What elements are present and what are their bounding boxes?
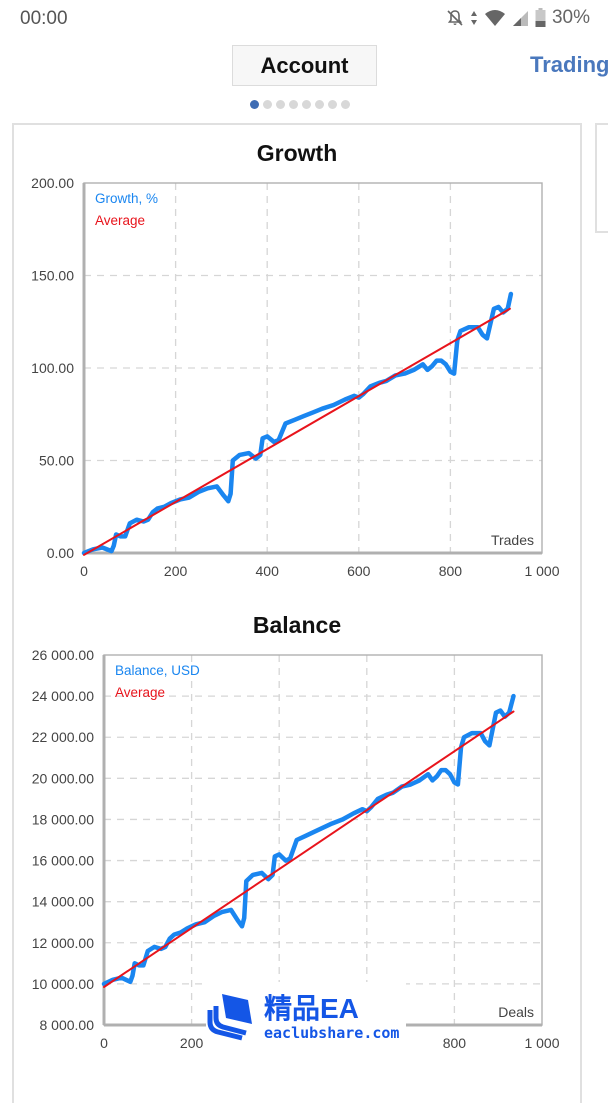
growth-y-tick-label: 100.00 xyxy=(31,360,74,376)
stacked-books-logo-icon xyxy=(206,988,256,1049)
tab-bar: Account Trading xyxy=(0,44,608,90)
balance-x-tick-label: 0 xyxy=(100,1035,108,1051)
watermark-title: 精品EA xyxy=(264,993,359,1024)
page-dot[interactable] xyxy=(341,100,350,109)
growth-x-tick-label: 0 xyxy=(80,563,88,579)
page-dot[interactable] xyxy=(263,100,272,109)
data-arrows-icon xyxy=(470,9,478,27)
balance-x-tick-label: 200 xyxy=(180,1035,204,1051)
growth-x-tick-label: 200 xyxy=(164,563,188,579)
balance-x-tick-label: 1 000 xyxy=(524,1035,559,1051)
growth-y-tick-label: 200.00 xyxy=(31,175,74,191)
wifi-icon xyxy=(484,9,506,27)
next-card-peek[interactable] xyxy=(595,123,608,233)
status-time: 00:00 xyxy=(20,8,68,29)
growth-x-tick-label: 600 xyxy=(347,563,371,579)
page-dot[interactable] xyxy=(328,100,337,109)
page-dot[interactable] xyxy=(276,100,285,109)
notifications-off-icon xyxy=(446,9,464,27)
page-dot[interactable] xyxy=(289,100,298,109)
page-dot[interactable] xyxy=(250,100,259,109)
balance-y-tick-label: 26 000.00 xyxy=(32,647,94,663)
status-bar: 00:00 30% xyxy=(0,0,608,36)
balance-series-main-line xyxy=(101,693,516,987)
battery-percent: 30% xyxy=(551,7,590,28)
account-card: Growth Balance xyxy=(12,123,582,1103)
watermark: 精品EA eaclubshare.com xyxy=(206,982,406,1054)
balance-y-tick-label: 14 000.00 xyxy=(32,894,94,910)
growth-x-tick-label: 400 xyxy=(256,563,280,579)
balance-y-tick-label: 12 000.00 xyxy=(32,935,94,951)
growth-y-tick-label: 50.00 xyxy=(39,453,74,469)
balance-y-tick-label: 18 000.00 xyxy=(32,811,94,827)
balance-y-tick-label: 8 000.00 xyxy=(40,1017,95,1033)
growth-x-tick-label: 1 000 xyxy=(524,563,559,579)
growth-chart: 0.00 50.00 100.00 150.00 200.00 0 200 400 600 800… xyxy=(31,175,560,579)
cell-signal-icon xyxy=(512,9,529,27)
balance-y-tick-label: 16 000.00 xyxy=(32,853,94,869)
page-indicator xyxy=(250,100,350,109)
balance-x-axis-label: Deals xyxy=(498,1004,534,1020)
balance-y-tick-label: 22 000.00 xyxy=(32,729,94,745)
tab-account[interactable]: Account xyxy=(232,45,377,86)
balance-y-tick-label: 10 000.00 xyxy=(32,976,94,992)
growth-legend-average: Average xyxy=(95,213,145,228)
balance-series-average-line xyxy=(103,710,515,988)
watermark-url: eaclubshare.com xyxy=(264,1024,400,1042)
tab-trading[interactable]: Trading xyxy=(530,52,608,77)
growth-legend-main: Growth, % xyxy=(95,191,158,206)
balance-chart: 8 000.00 10 000.00 12 000.00 14 000.00 16 00… xyxy=(32,647,560,1051)
balance-y-tick-label: 20 000.00 xyxy=(32,770,94,786)
growth-x-tick-label: 800 xyxy=(439,563,463,579)
balance-legend-average: Average xyxy=(115,685,165,700)
growth-y-tick-label: 150.00 xyxy=(31,268,74,284)
balance-y-tick-label: 24 000.00 xyxy=(32,688,94,704)
status-icons: 30% xyxy=(446,7,590,29)
battery-icon xyxy=(535,8,546,28)
growth-x-axis-label: Trades xyxy=(491,532,534,548)
growth-series-average-line xyxy=(83,307,511,556)
page-dot[interactable] xyxy=(302,100,311,109)
page-dot[interactable] xyxy=(315,100,324,109)
growth-chart-title: Growth xyxy=(256,140,338,166)
balance-chart-title: Balance xyxy=(252,612,342,638)
growth-y-tick-label: 0.00 xyxy=(47,545,74,561)
balance-x-tick-label: 800 xyxy=(443,1035,467,1051)
balance-legend-main: Balance, USD xyxy=(115,663,200,678)
